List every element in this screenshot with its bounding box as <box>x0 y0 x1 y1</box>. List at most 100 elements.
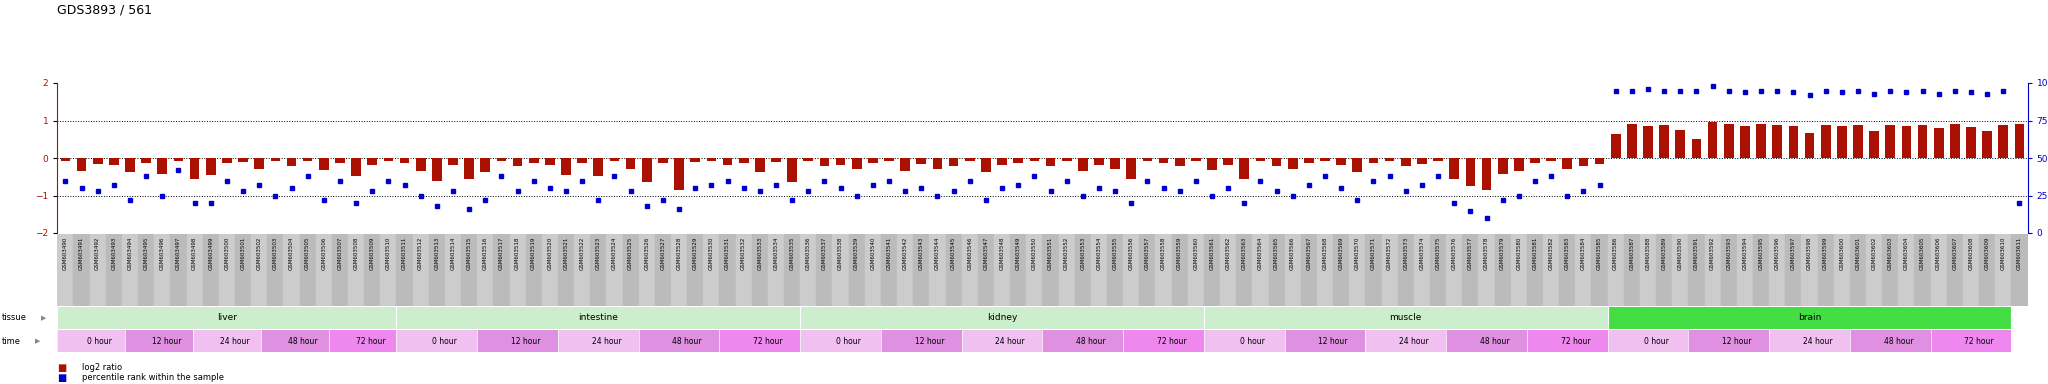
Bar <box>1176 158 1184 166</box>
Bar <box>1382 234 1397 306</box>
Bar <box>1999 125 2009 158</box>
Text: 24 hour: 24 hour <box>995 336 1024 346</box>
Bar <box>512 158 522 166</box>
Bar <box>963 234 977 306</box>
Bar <box>1143 158 1153 161</box>
Bar <box>1159 158 1169 162</box>
Bar <box>1817 234 1833 306</box>
Text: GSM603602: GSM603602 <box>1872 236 1876 270</box>
Text: GSM603511: GSM603511 <box>401 236 408 270</box>
Bar <box>1708 122 1718 158</box>
Bar <box>106 234 123 306</box>
Bar <box>332 234 348 306</box>
Bar <box>1530 158 1540 162</box>
Text: GSM603502: GSM603502 <box>256 236 262 270</box>
Text: GSM603506: GSM603506 <box>322 236 326 270</box>
Bar <box>1300 234 1317 306</box>
Bar <box>1802 234 1817 306</box>
Bar <box>594 158 604 176</box>
Bar <box>915 158 926 164</box>
Bar <box>1495 234 1511 306</box>
Text: GSM603513: GSM603513 <box>434 236 440 270</box>
Bar <box>1188 234 1204 306</box>
Bar <box>1886 125 1894 158</box>
Bar <box>57 307 397 329</box>
Bar <box>399 158 410 162</box>
Bar <box>1059 234 1075 306</box>
Text: percentile rank within the sample: percentile rank within the sample <box>82 374 223 382</box>
Bar <box>702 234 719 306</box>
Bar <box>1026 234 1042 306</box>
Bar <box>1849 330 1931 352</box>
Text: liver: liver <box>217 313 238 323</box>
Bar <box>557 330 639 352</box>
Bar <box>137 234 154 306</box>
Bar <box>252 234 268 306</box>
Text: GSM603598: GSM603598 <box>1806 236 1812 270</box>
Bar <box>657 158 668 162</box>
Bar <box>319 158 328 170</box>
Text: 0 hour: 0 hour <box>1645 336 1669 346</box>
Bar <box>57 234 74 306</box>
Text: GSM603543: GSM603543 <box>920 236 924 270</box>
Bar <box>1030 158 1038 161</box>
Bar <box>1466 158 1475 186</box>
Bar <box>1866 234 1882 306</box>
Text: GSM603566: GSM603566 <box>1290 236 1294 270</box>
Bar <box>90 234 106 306</box>
Bar <box>897 234 913 306</box>
Text: 48 hour: 48 hour <box>1884 336 1913 346</box>
Bar <box>1171 234 1188 306</box>
Bar <box>268 234 283 306</box>
Text: 72 hour: 72 hour <box>1561 336 1589 346</box>
Text: GSM603586: GSM603586 <box>1614 236 1618 270</box>
Text: GSM603512: GSM603512 <box>418 236 424 270</box>
Text: GSM603527: GSM603527 <box>659 236 666 270</box>
Bar <box>219 234 236 306</box>
Bar <box>1853 125 1864 158</box>
Text: GSM603583: GSM603583 <box>1565 236 1569 270</box>
Text: GSM603493: GSM603493 <box>111 236 117 270</box>
Bar <box>444 234 461 306</box>
Bar <box>1333 234 1350 306</box>
Bar <box>186 234 203 306</box>
Text: 48 hour: 48 hour <box>289 336 317 346</box>
Bar <box>719 330 801 352</box>
Text: GSM603508: GSM603508 <box>354 236 358 270</box>
Bar <box>1772 125 1782 158</box>
Bar <box>1642 126 1653 158</box>
Bar <box>336 158 344 162</box>
Text: GSM603594: GSM603594 <box>1743 236 1747 270</box>
Bar <box>1284 330 1366 352</box>
Bar <box>543 234 557 306</box>
Text: GSM603559: GSM603559 <box>1178 236 1182 270</box>
Text: GSM603544: GSM603544 <box>936 236 940 270</box>
Bar <box>1350 234 1366 306</box>
Text: GSM603585: GSM603585 <box>1597 236 1602 270</box>
Bar <box>672 234 688 306</box>
Bar <box>1047 158 1055 166</box>
Bar <box>1366 330 1446 352</box>
Bar <box>1204 330 1284 352</box>
Bar <box>981 158 991 172</box>
Bar <box>1675 130 1686 158</box>
Bar <box>573 234 590 306</box>
Text: GDS3893 / 561: GDS3893 / 561 <box>57 4 152 17</box>
Bar <box>1626 124 1636 158</box>
Text: 12 hour: 12 hour <box>915 336 944 346</box>
Text: GSM603600: GSM603600 <box>1839 236 1845 270</box>
Bar <box>1546 158 1556 161</box>
Bar <box>299 234 315 306</box>
Bar <box>1882 234 1898 306</box>
Bar <box>1608 234 1624 306</box>
Bar <box>1204 234 1221 306</box>
Bar <box>1563 158 1573 169</box>
Bar <box>526 234 543 306</box>
Text: 48 hour: 48 hour <box>1075 336 1106 346</box>
Bar <box>719 234 735 306</box>
Text: GSM603492: GSM603492 <box>94 236 100 270</box>
Bar <box>1042 234 1059 306</box>
Text: GSM603604: GSM603604 <box>1905 236 1909 270</box>
Bar <box>123 234 137 306</box>
Bar <box>707 158 717 161</box>
